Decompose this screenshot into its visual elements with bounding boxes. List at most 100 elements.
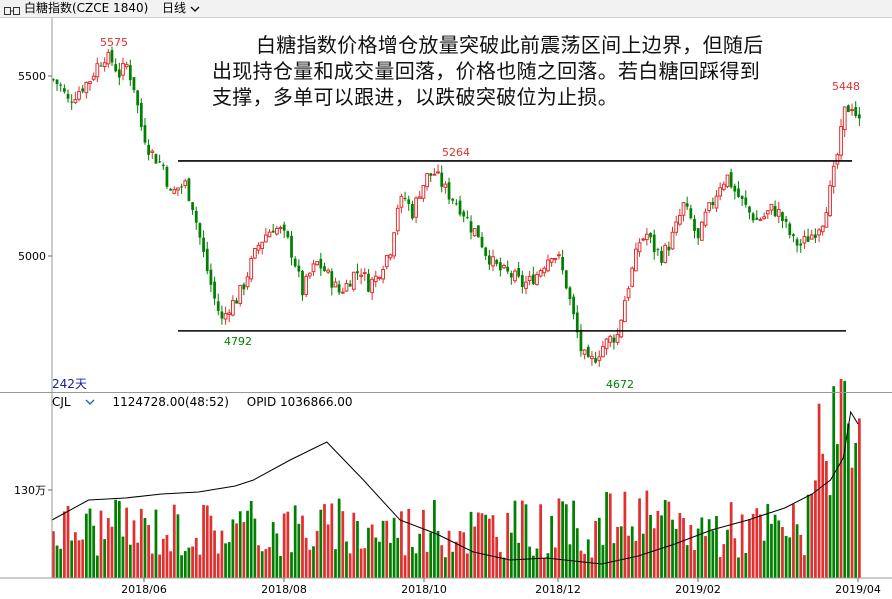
window-layout-icon[interactable] [4,4,20,15]
volume-bar [455,541,458,578]
volume-bar [242,522,246,578]
volume-bar [220,530,224,578]
volume-bar [106,518,110,578]
volume-bar [180,555,183,578]
candle-body [407,199,411,204]
candle-body [714,195,719,209]
volume-bar [553,547,557,578]
candle-body [703,211,708,226]
volume-bar [601,545,605,578]
candle-body [586,346,590,358]
candle-body [436,171,440,174]
candle-body [549,258,554,263]
volume-bar [502,557,506,578]
candle-body [180,186,183,188]
candle-body [847,105,850,113]
volume-bar [572,500,575,578]
candle-body [274,227,279,235]
candle-body [202,237,205,252]
candle-body [432,173,437,176]
volume-bar [319,509,323,578]
candle-body [721,183,726,190]
period-selector[interactable]: 日线 [162,0,200,17]
volume-bar [334,549,337,578]
candle-body [733,185,737,192]
price-tick-label: 5500 [18,70,46,83]
volume-bar [84,513,88,578]
indicator-selector[interactable]: CJL [52,395,95,409]
volume-bar [649,514,652,578]
candle-body [769,203,774,211]
candle-body [663,244,668,263]
candle-body [447,182,451,200]
candle-body [634,248,638,272]
candle-body [209,269,213,285]
candle-body [762,216,766,219]
candle-body [615,333,620,343]
candle-body [538,270,543,277]
candle-body [147,144,151,155]
candle-body [725,174,730,188]
volume-bar [392,517,396,578]
volume-bar [227,542,231,578]
candle-body [711,201,715,206]
volume-bar [858,418,861,578]
volume-bar [755,508,759,578]
volume-bar [788,537,792,578]
volume-bar [128,544,132,578]
volume-bar [330,503,334,578]
candle-body [150,150,155,153]
candle-body [425,173,429,188]
volume-bar [436,531,440,578]
candle-body [502,264,506,269]
annotation-line: 白糖指数价格增仓放量突破此前震荡区间上边界，但随后 [256,33,764,57]
day-count: 242天 [52,377,87,391]
candle-body [531,274,535,285]
volume-bar [817,403,821,578]
candle-body [169,189,172,191]
candle-body [440,172,444,187]
volume-bar [447,530,451,578]
candle-body [121,63,125,76]
candle-body [842,106,847,131]
volume-bar [498,552,502,578]
volume-bar [117,501,121,578]
volume-bar [77,540,81,578]
candle-body [187,178,191,201]
price-annotation: 4672 [606,378,634,391]
candle-body [506,266,510,272]
volume-bar [312,546,315,578]
candle-body [781,212,784,222]
volume-bar [297,523,301,578]
analysis-annotation: 白糖指数价格增仓放量突破此前震荡区间上边界，但随后 出现持仓量和成交量回落，价格… [212,32,842,110]
candle-body [304,275,309,296]
candle-body [242,284,246,290]
volume-bar [315,530,319,578]
volume-header: CJL 1124728.00(48:52) OPID 1036866.00 [52,394,367,410]
candle-body [582,349,587,355]
candle-body [429,173,433,176]
candle-body [411,203,414,219]
chevron-down-icon [85,399,95,405]
volume-bar [524,504,528,578]
volume-bar [172,504,176,578]
volume-bar [191,546,194,578]
volume-bar [520,500,524,578]
candle-body [198,223,202,238]
candle-body [213,281,216,299]
candle-body [381,269,385,280]
candle-body [520,275,524,288]
volume-bar [73,532,77,578]
volume-bar [619,526,623,578]
volume-bar [836,444,839,578]
candle-body [462,211,466,217]
candle-body [384,255,389,268]
candle-body [66,93,70,99]
candle-body [388,254,393,259]
volume-bar [480,513,484,578]
candle-body [458,200,462,215]
candle-body [667,246,671,251]
candle-body [546,259,550,272]
candle-body [564,270,568,289]
candle-body [392,232,396,257]
